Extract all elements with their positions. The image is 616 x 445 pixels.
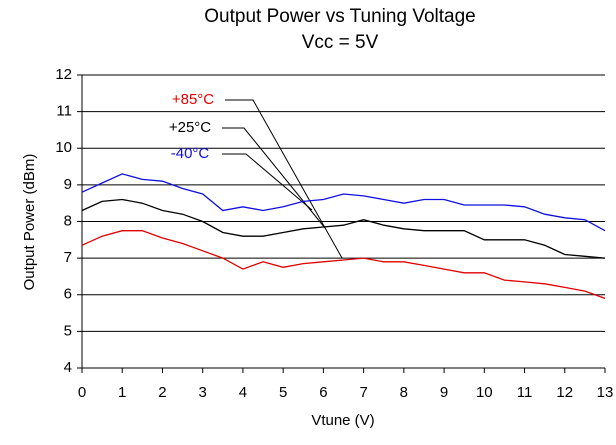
x-tick-label: 1 — [118, 384, 126, 401]
y-tick-label: 11 — [56, 103, 72, 120]
x-tick-label: 11 — [517, 384, 533, 401]
x-tick-label: 13 — [597, 384, 614, 401]
x-tick-label: 4 — [239, 384, 247, 401]
chart-title: Output Power vs Tuning Voltage — [204, 6, 475, 27]
x-tick-label: 0 — [78, 384, 86, 401]
leader-line — [225, 99, 343, 259]
series-label: +85°C — [172, 91, 214, 108]
y-tick-label: 5 — [64, 322, 72, 339]
x-tick-label: 10 — [476, 384, 493, 401]
y-tick-label: 9 — [64, 176, 72, 193]
y-tick-label: 7 — [64, 249, 72, 266]
x-axis-label: Vtune (V) — [311, 412, 374, 429]
leader-line — [222, 153, 313, 211]
y-axis-label: Output Power (dBm) — [21, 154, 38, 291]
y-tick-label: 10 — [55, 139, 72, 156]
y-tick-label: 4 — [64, 359, 72, 376]
y-tick-label: 6 — [64, 286, 72, 303]
series-label: -40°C — [171, 145, 210, 162]
y-tick-label: 12 — [55, 66, 72, 83]
series-label: +25°C — [169, 119, 211, 136]
leader-line — [222, 127, 326, 229]
x-tick-label: 12 — [556, 384, 573, 401]
series-line — [81, 230, 606, 300]
x-tick-label: 5 — [279, 384, 287, 401]
annotation-leaders — [222, 99, 343, 259]
x-tick-label: 7 — [359, 384, 367, 401]
x-tick-label: 9 — [440, 384, 448, 401]
y-tick-label: 8 — [64, 212, 72, 229]
chart-subtitle: Vcc = 5V — [302, 32, 379, 53]
x-tick-label: 3 — [199, 384, 207, 401]
x-tick-label: 6 — [319, 384, 327, 401]
x-tick-label: 8 — [400, 384, 408, 401]
series-line — [81, 173, 606, 232]
series-line — [81, 198, 606, 259]
x-tick-label: 2 — [158, 384, 166, 401]
